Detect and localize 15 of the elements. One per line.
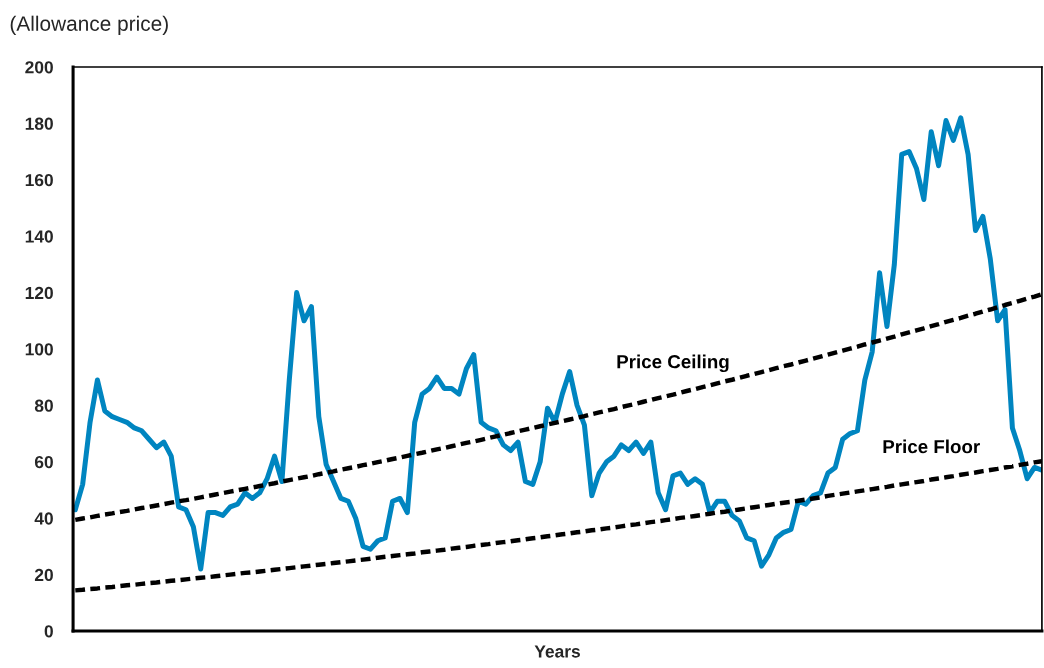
- y-tick-label: 120: [25, 286, 53, 300]
- y-tick-label: 100: [25, 343, 53, 356]
- y-axis-title: (Allowance price): [10, 15, 168, 36]
- series-label: Price Ceiling: [617, 354, 729, 373]
- y-tick-label: 140: [25, 230, 53, 243]
- y-tick-label: 0: [44, 625, 53, 638]
- y-tick-label: 20: [34, 568, 53, 582]
- y-tick-label: 80: [34, 399, 53, 412]
- y-tick-label: 160: [25, 173, 53, 187]
- series-label: Price Floor: [883, 439, 980, 454]
- x-axis-title: Years: [534, 645, 580, 658]
- y-tick-label: 200: [25, 61, 53, 74]
- y-tick-label: 180: [25, 117, 53, 130]
- y-tick-label: 40: [34, 512, 53, 525]
- y-tick-label: 60: [34, 455, 53, 469]
